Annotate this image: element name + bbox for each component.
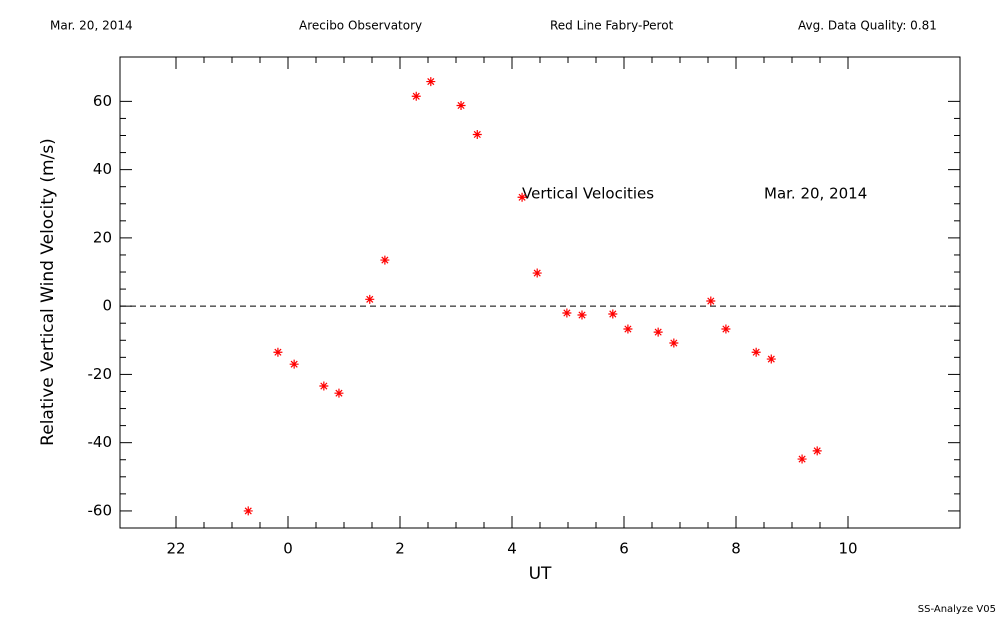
data-point <box>426 77 436 87</box>
data-point <box>608 309 618 319</box>
data-point <box>669 338 679 348</box>
data-point <box>721 324 731 334</box>
y-tick-label: 40 <box>93 160 112 178</box>
y-tick-label: 20 <box>93 228 112 246</box>
data-point <box>562 308 572 318</box>
annotation: Vertical Velocities <box>522 185 654 203</box>
data-point <box>706 296 716 306</box>
x-tick-label: 2 <box>395 540 405 558</box>
data-point <box>532 268 542 278</box>
annotation: Mar. 20, 2014 <box>764 185 867 203</box>
data-point <box>289 359 299 369</box>
data-point <box>766 354 776 364</box>
data-point <box>243 506 253 516</box>
x-tick-label: 4 <box>507 540 517 558</box>
y-tick-label: -60 <box>88 501 113 519</box>
header-date: Mar. 20, 2014 <box>50 19 133 33</box>
data-point <box>411 91 421 101</box>
x-tick-label: 10 <box>838 540 857 558</box>
data-point <box>273 347 283 357</box>
data-point <box>517 192 527 202</box>
data-point <box>456 100 466 110</box>
data-point <box>319 381 329 391</box>
data-point <box>472 129 482 139</box>
data-point <box>380 255 390 265</box>
y-tick-label: 60 <box>93 92 112 110</box>
header-quality: Avg. Data Quality: 0.81 <box>798 19 937 33</box>
data-point <box>577 310 587 320</box>
x-tick-label: 8 <box>731 540 741 558</box>
footer: SS-Analyze V05 <box>918 604 996 615</box>
plot-frame <box>119 56 961 529</box>
data-point <box>623 324 633 334</box>
y-axis-title: Relative Vertical Wind Velocity (m/s) <box>38 138 58 446</box>
header-instrument: Red Line Fabry-Perot <box>550 19 674 33</box>
y-tick-label: -40 <box>88 433 113 451</box>
x-tick-label: 22 <box>166 540 185 558</box>
x-tick-label: 6 <box>619 540 629 558</box>
data-point <box>653 327 663 337</box>
y-tick-label: 0 <box>102 297 112 315</box>
data-point <box>812 446 822 456</box>
y-tick-label: -20 <box>88 365 113 383</box>
x-axis-title: UT <box>529 564 552 584</box>
x-tick-label: 0 <box>283 540 293 558</box>
header-site: Arecibo Observatory <box>299 19 422 33</box>
data-point <box>797 454 807 464</box>
data-point <box>365 294 375 304</box>
data-point <box>334 388 344 398</box>
data-point <box>751 347 761 357</box>
